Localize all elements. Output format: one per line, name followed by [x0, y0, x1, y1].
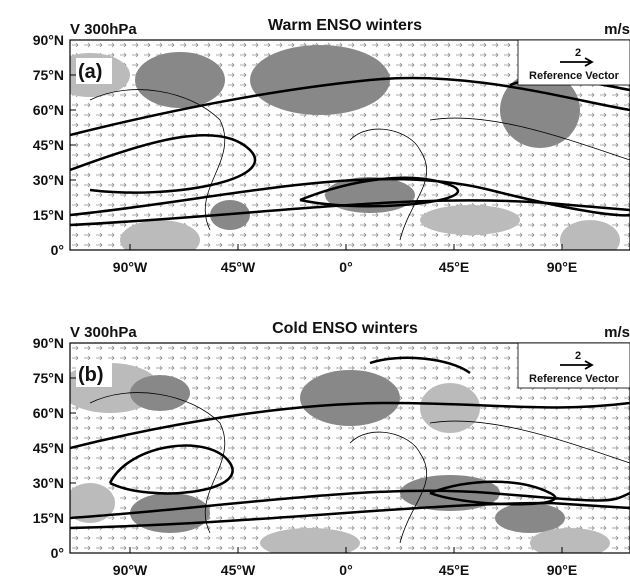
lat-tick-label: 75°N — [33, 67, 64, 83]
lat-tick-label: 30°N — [33, 172, 64, 188]
variable-label: V 300hPa — [70, 324, 137, 341]
shaded-region — [530, 528, 610, 553]
panel-title: Warm ENSO winters — [268, 17, 422, 34]
shaded-region — [495, 503, 565, 533]
lon-tick-label: 45°E — [439, 562, 470, 578]
contour — [108, 444, 234, 495]
lon-tick-label: 45°W — [221, 562, 256, 578]
contour — [70, 133, 257, 194]
lat-tick-label: 90°N — [33, 335, 64, 351]
lon-tick-label: 90°W — [113, 259, 148, 275]
lat-tick-label: 90°N — [33, 32, 64, 48]
reference-label: Reference Vector — [529, 373, 620, 385]
contour — [369, 356, 471, 375]
lon-tick-label: 90°E — [547, 562, 578, 578]
shaded-region — [420, 383, 480, 433]
lat-tick-label: 45°N — [33, 137, 64, 153]
lat-tick-label: 60°N — [33, 405, 64, 421]
coastline — [429, 117, 630, 161]
contour — [429, 480, 557, 506]
shaded-region — [120, 220, 200, 250]
reference-magnitude: 2 — [575, 47, 581, 59]
tag-bg — [76, 58, 112, 84]
panel: 2 Reference Vector (b) V 300hPa Cold ENSO wi… — [33, 320, 630, 578]
lat-tick-label: 15°N — [33, 207, 64, 223]
reference-label: Reference Vector — [529, 70, 620, 82]
lon-tick-label: 90°E — [547, 259, 578, 275]
coastline — [89, 89, 226, 231]
panel-tag: (a) — [78, 61, 102, 83]
shaded-region — [260, 528, 360, 553]
shaded-region — [420, 205, 520, 235]
contour — [70, 76, 630, 137]
lat-tick-label: 45°N — [33, 440, 64, 456]
shaded-region — [130, 375, 190, 411]
shaded-region — [560, 220, 620, 250]
variable-label: V 300hPa — [70, 21, 137, 38]
reference-arrow — [560, 360, 594, 370]
lat-tick-label: 0° — [51, 545, 64, 561]
unit-label: m/s — [604, 21, 630, 38]
shaded-region — [250, 45, 390, 115]
shaded-region — [135, 52, 225, 108]
coastline — [349, 431, 428, 544]
coastline — [89, 392, 226, 534]
lon-tick-label: 0° — [339, 259, 352, 275]
shaded-region — [300, 370, 400, 426]
lat-tick-label: 60°N — [33, 102, 64, 118]
contour — [70, 401, 630, 450]
lat-tick-label: 75°N — [33, 370, 64, 386]
contour — [70, 489, 630, 520]
shaded-region — [70, 483, 115, 523]
lat-tick-label: 30°N — [33, 475, 64, 491]
lon-tick-label: 45°E — [439, 259, 470, 275]
lon-tick-label: 45°W — [221, 259, 256, 275]
panel: 2 Reference Vector (a) V 300hPa Warm ENSO wi… — [33, 17, 630, 275]
lat-tick-label: 15°N — [33, 510, 64, 526]
shaded-region — [500, 72, 580, 148]
lon-tick-label: 90°W — [113, 562, 148, 578]
coastline — [349, 128, 428, 241]
lon-tick-label: 0° — [339, 562, 352, 578]
unit-label: m/s — [604, 324, 630, 341]
coastline — [429, 420, 630, 464]
contour — [299, 176, 460, 208]
reference-magnitude: 2 — [575, 350, 581, 362]
panel-tag: (b) — [78, 364, 104, 386]
panel-title: Cold ENSO winters — [272, 320, 418, 337]
reference-arrow — [560, 57, 594, 67]
lat-tick-label: 0° — [51, 242, 64, 258]
tag-bg — [76, 361, 112, 387]
